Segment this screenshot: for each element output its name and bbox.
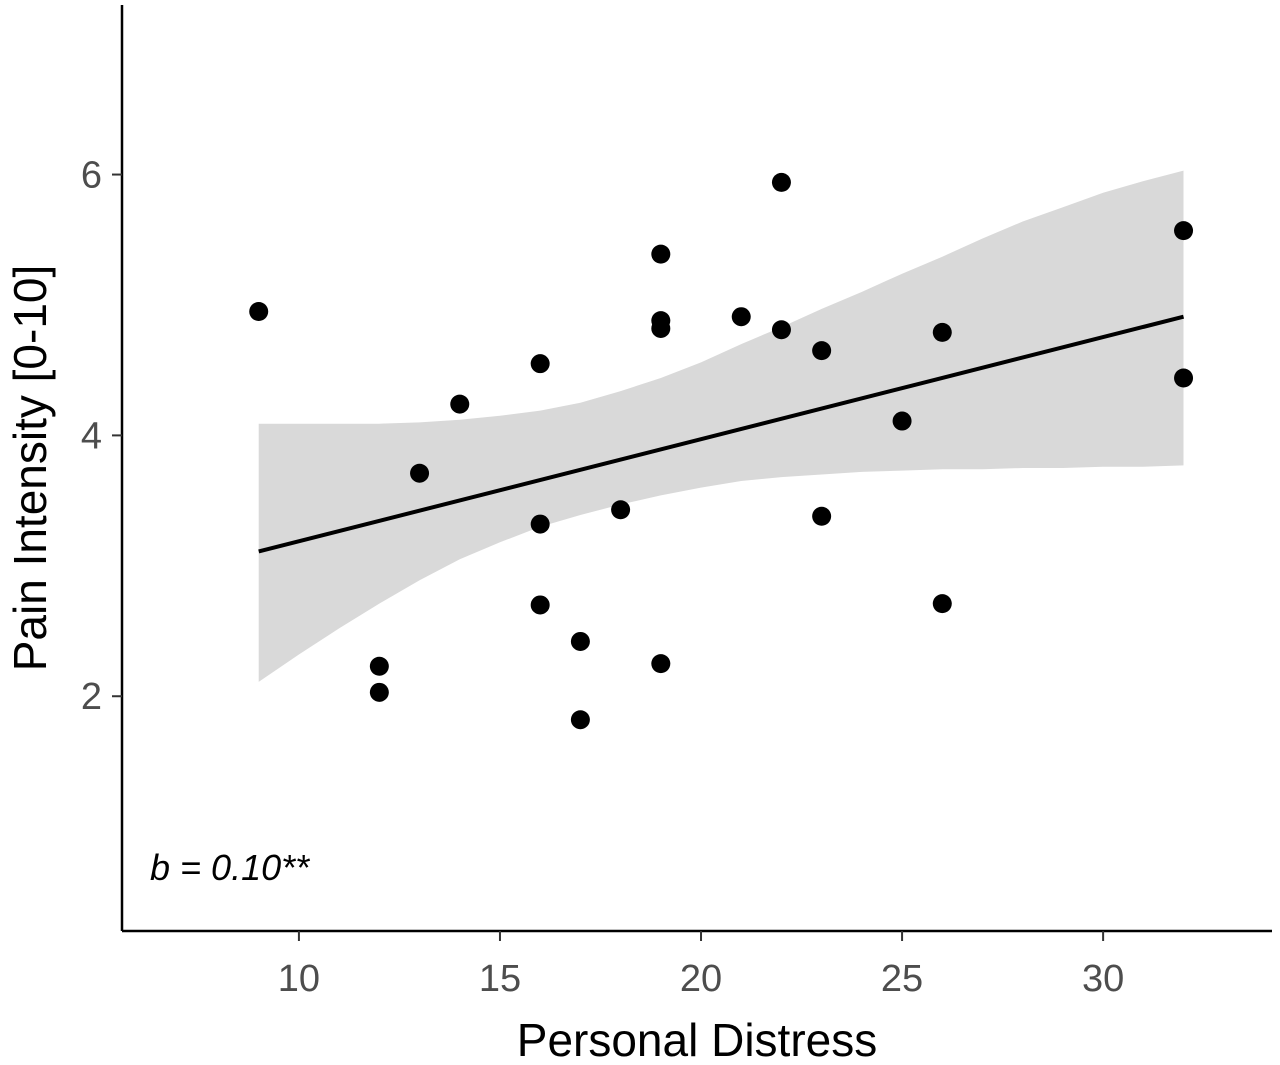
- data-point: [1174, 221, 1194, 241]
- y-tick-label: 4: [81, 415, 102, 457]
- x-tick-label: 20: [680, 958, 722, 1000]
- regression-line-layer: [258, 314, 1185, 554]
- data-point: [1174, 368, 1194, 388]
- data-point: [651, 318, 671, 338]
- confidence-band-layer: [258, 170, 1184, 682]
- data-point: [570, 710, 590, 730]
- data-point: [731, 307, 751, 327]
- data-point: [611, 500, 631, 520]
- data-points-layer: [249, 172, 1194, 730]
- data-point: [812, 506, 832, 526]
- y-tick-label: 2: [81, 676, 102, 718]
- data-point: [651, 654, 671, 674]
- data-point: [530, 514, 550, 534]
- x-tick-label: 25: [881, 958, 923, 1000]
- data-point: [530, 354, 550, 374]
- y-axis-title: Pain Intensity [0-10]: [4, 265, 56, 672]
- x-tick-label: 10: [278, 958, 320, 1000]
- data-point: [771, 172, 791, 192]
- data-point: [771, 320, 791, 340]
- x-axis-title: Personal Distress: [517, 1014, 877, 1065]
- data-point: [410, 463, 430, 483]
- data-point: [530, 595, 550, 615]
- data-point: [892, 411, 912, 431]
- y-axis-ticks: 2 4 6: [81, 155, 122, 718]
- data-point: [249, 301, 269, 321]
- x-tick-label: 30: [1082, 958, 1124, 1000]
- regression-line: [258, 314, 1185, 554]
- data-point: [450, 394, 470, 414]
- data-point: [570, 631, 590, 651]
- data-point: [651, 244, 671, 264]
- data-point: [932, 322, 952, 342]
- confidence-band: [258, 170, 1184, 682]
- regression-coefficient-annotation: b = 0.10**: [150, 847, 310, 888]
- data-point: [812, 341, 832, 361]
- data-point: [932, 594, 952, 614]
- x-axis-ticks: 10 15 20 25 30: [278, 931, 1124, 1000]
- y-tick-label: 6: [81, 155, 102, 197]
- data-point: [369, 656, 389, 676]
- data-point: [369, 682, 389, 702]
- x-tick-label: 15: [479, 958, 521, 1000]
